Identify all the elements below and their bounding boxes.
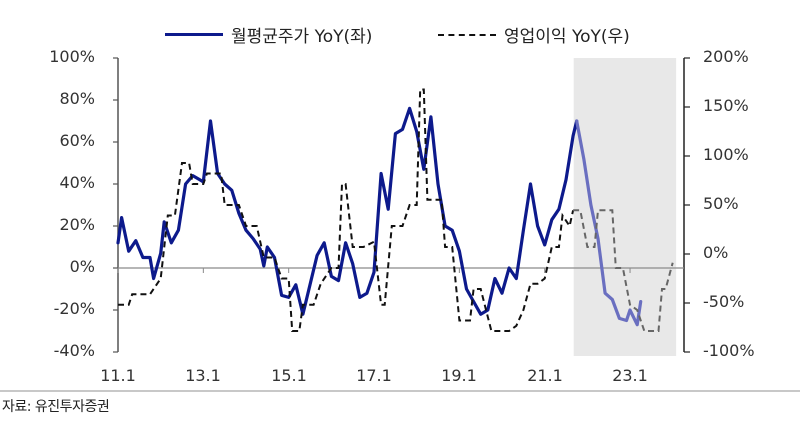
right-tick-label: 50% bbox=[703, 194, 739, 213]
x-tick-label: 11.1 bbox=[100, 366, 136, 385]
left-tick-label: -40% bbox=[53, 341, 95, 360]
x-tick-label: 17.1 bbox=[356, 366, 392, 385]
earnings-yoy-line bbox=[118, 88, 575, 332]
legend-label-earnings: 영업이익 YoY(우) bbox=[504, 27, 630, 47]
price-yoy-line-forecast bbox=[575, 119, 643, 327]
solid-line-swatch-icon bbox=[165, 33, 223, 36]
x-tick-label: 21.1 bbox=[527, 366, 563, 385]
legend-item-price: 월평균주가 YoY(좌) bbox=[165, 22, 372, 47]
x-tick-label: 13.1 bbox=[185, 366, 221, 385]
left-tick-label: 0% bbox=[69, 257, 95, 276]
legend-label-price: 월평균주가 YoY(좌) bbox=[231, 27, 373, 47]
legend-item-earnings: 영업이익 YoY(우) bbox=[438, 22, 630, 47]
left-tick-label: 60% bbox=[59, 131, 95, 150]
left-tick-label: 80% bbox=[59, 89, 95, 108]
dashed-line-swatch-icon bbox=[438, 33, 496, 36]
right-tick-label: 150% bbox=[703, 96, 749, 115]
right-tick-label: 0% bbox=[703, 243, 729, 262]
price-yoy-line bbox=[116, 106, 579, 316]
legend: 월평균주가 YoY(좌) 영업이익 YoY(우) bbox=[0, 22, 800, 52]
left-tick-label: 40% bbox=[59, 173, 95, 192]
x-tick-label: 15.1 bbox=[271, 366, 307, 385]
right-tick-label: 100% bbox=[703, 145, 749, 164]
source-note: 자료: 유진투자증권 bbox=[2, 399, 110, 415]
left-tick-label: -20% bbox=[53, 299, 95, 318]
left-tick-label: 20% bbox=[59, 215, 95, 234]
right-tick-label: 200% bbox=[703, 47, 749, 66]
x-tick-label: 23.1 bbox=[612, 366, 648, 385]
x-tick-label: 19.1 bbox=[441, 366, 477, 385]
right-tick-label: -50% bbox=[703, 292, 745, 311]
source-divider bbox=[0, 390, 800, 392]
right-tick-label: -100% bbox=[703, 341, 755, 360]
left-tick-label: 100% bbox=[49, 47, 95, 66]
